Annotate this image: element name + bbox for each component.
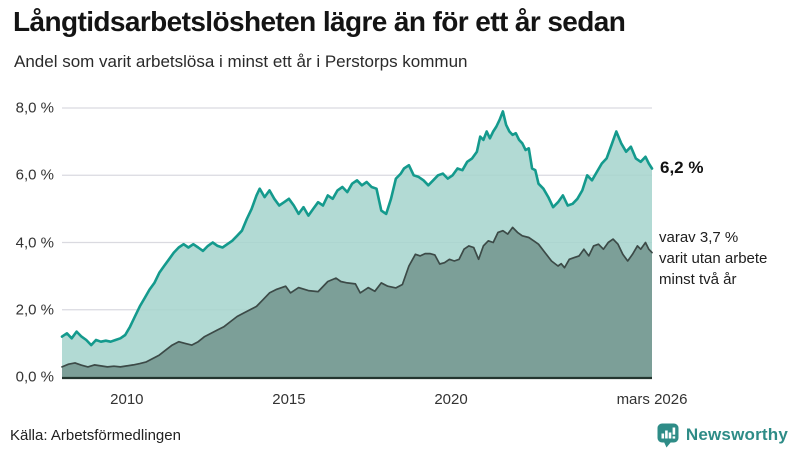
chart-subtitle: Andel som varit arbetslösa i minst ett å… bbox=[14, 52, 468, 71]
annotation-line: minst två år bbox=[659, 271, 737, 288]
series-line-one-year bbox=[60, 110, 654, 347]
y-tick-label: 6,0 % bbox=[15, 166, 54, 184]
newsworthy-chart-bubble-icon bbox=[657, 423, 680, 448]
x-tick-label: 2015 bbox=[272, 391, 306, 408]
brand-name: Newsworthy bbox=[685, 425, 788, 444]
source-caption: Källa: Arbetsförmedlingen bbox=[10, 427, 181, 444]
page-title: Långtidsarbetslösheten lägre än för ett … bbox=[13, 6, 626, 37]
y-tick-label: 0,0 % bbox=[15, 368, 54, 386]
x-tick-label: 2010 bbox=[110, 391, 144, 408]
y-tick-label: 8,0 % bbox=[15, 99, 54, 117]
x-tick-label: 2020 bbox=[434, 391, 468, 408]
latest-value-label: 6,2 % bbox=[660, 158, 704, 177]
x-tick-label: mars 2026 bbox=[616, 391, 688, 408]
y-tick-label: 2,0 % bbox=[15, 301, 54, 319]
annotation-line: varav 3,7 % bbox=[659, 229, 739, 246]
annotation-line: varit utan arbete bbox=[659, 250, 768, 267]
secondary-series-annotation: varav 3,7 % varit utan arbete minst två … bbox=[659, 227, 799, 290]
series-line-two-years bbox=[61, 226, 653, 368]
series-area-two-years bbox=[62, 227, 652, 377]
y-tick-label: 4,0 % bbox=[15, 234, 54, 251]
brand-logo: Newsworthy bbox=[657, 422, 788, 448]
